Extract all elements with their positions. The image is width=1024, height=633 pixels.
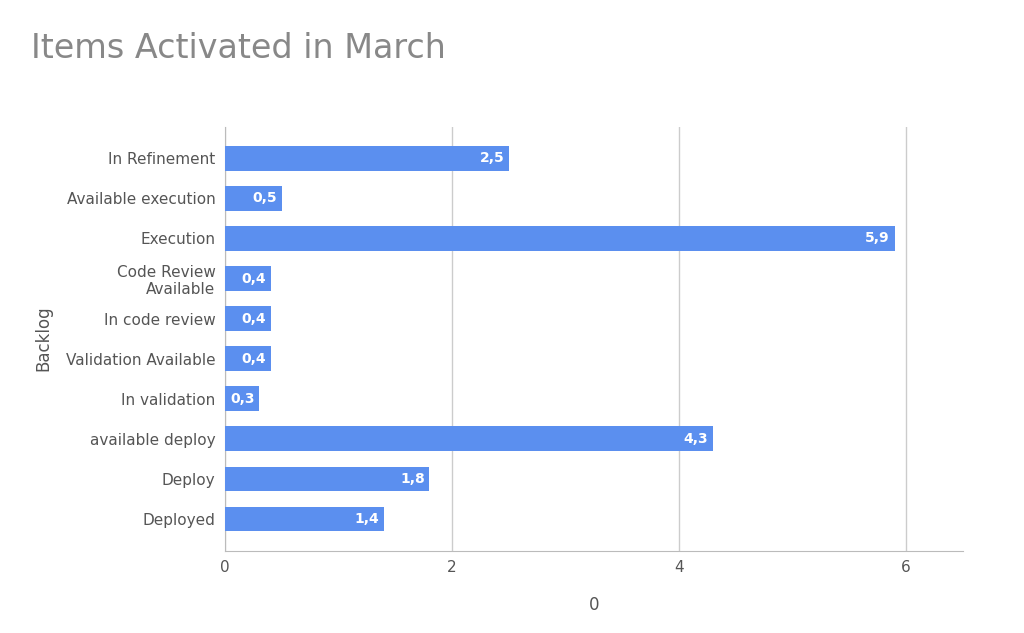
Text: 2,5: 2,5: [479, 151, 504, 165]
Bar: [225, 427, 713, 451]
Text: 5,9: 5,9: [865, 232, 890, 246]
Bar: [225, 146, 509, 171]
Text: 0,4: 0,4: [242, 272, 266, 285]
X-axis label: 0: 0: [589, 596, 599, 614]
Text: 1,8: 1,8: [400, 472, 425, 486]
Text: 0,5: 0,5: [253, 191, 278, 205]
Text: 0,4: 0,4: [242, 311, 266, 325]
Text: 4,3: 4,3: [684, 432, 709, 446]
Bar: [225, 467, 429, 491]
Bar: [225, 186, 282, 211]
Bar: [225, 386, 259, 411]
Bar: [225, 506, 384, 532]
Bar: [225, 346, 270, 371]
Bar: [225, 226, 895, 251]
Y-axis label: Backlog: Backlog: [34, 306, 52, 372]
Text: 0,4: 0,4: [242, 352, 266, 366]
Text: Items Activated in March: Items Activated in March: [31, 32, 445, 65]
Text: 1,4: 1,4: [354, 512, 380, 526]
Bar: [225, 266, 270, 291]
Bar: [225, 306, 270, 331]
Text: 0,3: 0,3: [230, 392, 255, 406]
